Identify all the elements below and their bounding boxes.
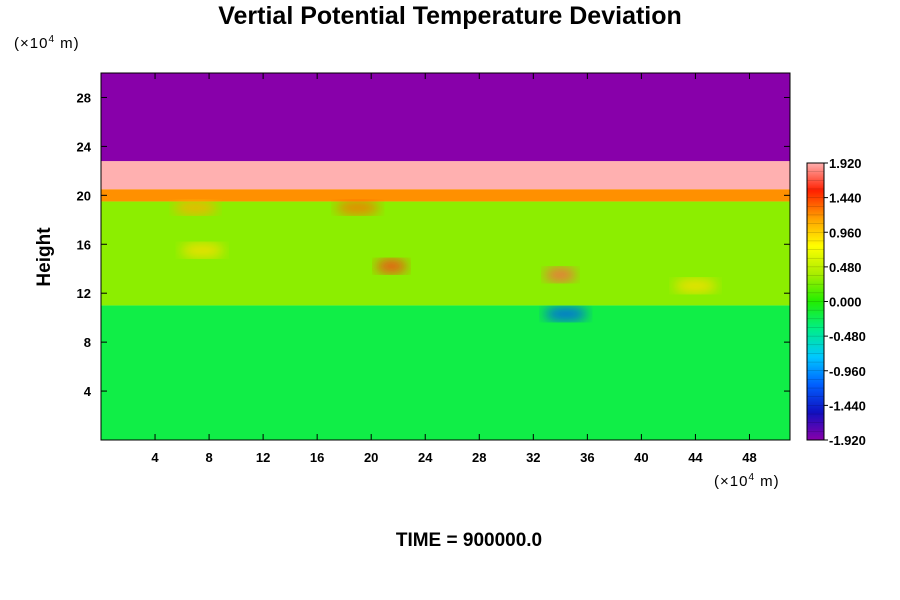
hotspot-0 <box>375 259 408 274</box>
x-tick-label: 44 <box>688 450 703 465</box>
plot-frame <box>100 72 791 441</box>
colorbar-label: 0.000 <box>829 295 862 310</box>
x-tick-label: 12 <box>256 450 270 465</box>
x-tick-label: 28 <box>472 450 486 465</box>
y-unit-exponent: 4 <box>48 34 56 45</box>
hotspot-6 <box>673 278 718 293</box>
x-unit-prefix: (×10 <box>714 473 749 490</box>
field-band-2 <box>101 189 790 202</box>
colorbar-label: 1.440 <box>829 191 862 206</box>
y-unit-prefix: (×10 <box>14 35 49 52</box>
field-band-4 <box>101 73 790 162</box>
x-unit-suffix: m) <box>755 473 780 490</box>
chart-title: Vertial Potential Temperature Deviation <box>218 2 682 30</box>
y-tick-label: 12 <box>77 286 91 301</box>
x-tick-label: 36 <box>580 450 594 465</box>
field-band-3 <box>101 161 790 190</box>
y-tick-label: 16 <box>77 237 91 252</box>
colorbar-label: 0.960 <box>829 225 862 240</box>
y-axis-unit: (×104 m) <box>14 34 80 52</box>
colorbar-label: -1.920 <box>829 433 866 448</box>
y-axis: 4 8 12 16 20 24 28 <box>77 90 790 399</box>
y-tick-label: 20 <box>77 188 91 203</box>
colorbar-label: 0.480 <box>829 260 862 275</box>
colorbar-label: -0.960 <box>829 364 866 379</box>
x-unit-exponent: 4 <box>748 472 756 483</box>
hotspot-2 <box>335 200 380 215</box>
colorbar: 1.920 1.440 0.960 0.480 0.000 -0.480 -0.960 -1.… <box>806 156 866 448</box>
colorbar-label: -0.480 <box>829 329 866 344</box>
hotspot-1 <box>544 267 577 282</box>
colorbar-label: -1.440 <box>829 398 866 413</box>
hotspot-4 <box>543 306 588 321</box>
x-axis-unit: (×104 m) <box>714 472 780 490</box>
y-tick-label: 8 <box>84 335 91 350</box>
x-tick-label: 8 <box>205 450 212 465</box>
x-tick-label: 32 <box>526 450 540 465</box>
x-tick-label: 40 <box>634 450 648 465</box>
x-tick-label: 20 <box>364 450 378 465</box>
y-tick-label: 4 <box>84 384 92 399</box>
hotspot-3 <box>173 200 218 215</box>
x-tick-label: 48 <box>742 450 756 465</box>
x-tick-label: 16 <box>310 450 324 465</box>
y-tick-label: 24 <box>77 139 92 154</box>
field-band-0 <box>101 305 790 440</box>
x-axis: 4 8 12 16 20 24 28 32 36 40 44 48 <box>151 73 757 465</box>
x-tick-label: 24 <box>418 450 433 465</box>
colorbar-label: 1.920 <box>829 156 862 171</box>
time-label: TIME = 900000.0 <box>395 530 543 551</box>
x-tick-label: 4 <box>151 450 159 465</box>
hotspot-layer <box>173 200 718 321</box>
y-unit-suffix: m) <box>55 35 80 52</box>
y-tick-label: 28 <box>77 90 91 105</box>
hotspot-5 <box>180 243 225 258</box>
